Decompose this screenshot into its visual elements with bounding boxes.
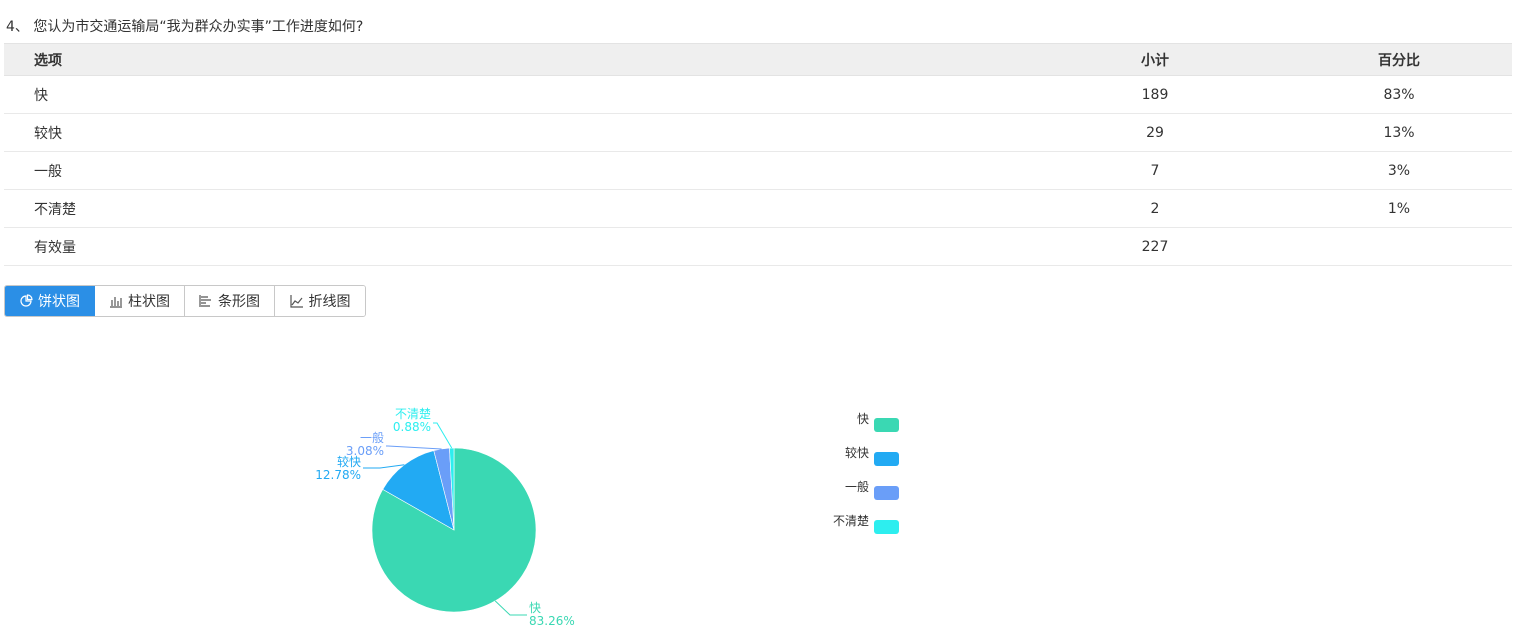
row-count: 189 — [1024, 75, 1286, 114]
row-percent: 13% — [1286, 113, 1512, 152]
row-count: 7 — [1024, 151, 1286, 190]
pie-label-category: 不清楚 — [395, 407, 431, 421]
row-count: 2 — [1024, 189, 1286, 228]
legend-label: 一般 — [845, 479, 869, 494]
pie-label-percent: 12.78% — [315, 468, 361, 482]
pie-slice-2 — [382, 450, 455, 531]
legend-swatch — [874, 486, 899, 500]
tab-bar-chart[interactable]: 柱状图 — [95, 286, 185, 316]
pie-label-percent: 83.26% — [529, 614, 575, 628]
legend-swatch — [874, 418, 899, 432]
tab-label: 柱状图 — [128, 294, 170, 310]
header-count: 小计 — [1024, 43, 1286, 76]
pie-label-percent: 0.88% — [393, 420, 431, 434]
pie-label-line-4 — [433, 422, 453, 449]
row-option: 快 — [4, 75, 1024, 114]
legend-label: 快 — [857, 412, 869, 426]
bar-chart-icon — [109, 294, 123, 308]
tab-label: 折线图 — [308, 294, 351, 310]
table-row: 较快 29 13% — [4, 113, 1512, 152]
tab-horizontal-bar-chart[interactable]: 条形图 — [185, 286, 275, 316]
chart-type-tabs: 饼状图 柱状图 条形图 折线图 — [4, 285, 366, 317]
row-option: 较快 — [4, 113, 1024, 152]
tab-label: 饼状图 — [38, 294, 80, 310]
table-row: 不清楚 2 1% — [4, 189, 1512, 228]
table-row: 快 189 83% — [4, 75, 1512, 114]
legend-item[interactable]: 较快 — [845, 445, 899, 466]
header-percent: 百分比 — [1286, 43, 1512, 76]
table-header-row: 选项 小计 百分比 — [4, 43, 1512, 76]
tab-label: 条形图 — [218, 294, 260, 310]
row-percent — [1286, 227, 1512, 266]
pie-chart-icon — [19, 294, 33, 308]
row-count: 227 — [1024, 227, 1286, 266]
table-row: 一般 7 3% — [4, 151, 1512, 190]
legend-label: 较快 — [845, 445, 869, 460]
legend-label: 不清楚 — [833, 514, 869, 528]
legend-item[interactable]: 不清楚 — [833, 514, 899, 534]
pie-label-category: 快 — [529, 601, 541, 615]
pie-label-category: 较快 — [337, 454, 361, 469]
horizontal-bar-icon — [199, 294, 213, 308]
line-chart-icon — [289, 294, 304, 308]
question-title: 4、 您认为市交通运输局“我为群众办实事”工作进度如何? — [6, 19, 364, 35]
row-count: 29 — [1024, 113, 1286, 152]
pie-label-line-3 — [386, 445, 442, 450]
table-row-total: 有效量 227 — [4, 227, 1512, 266]
legend-swatch — [874, 452, 899, 466]
row-percent: 3% — [1286, 151, 1512, 190]
pie-label-line-2 — [363, 464, 405, 469]
tab-line-chart[interactable]: 折线图 — [275, 286, 365, 316]
row-option: 有效量 — [4, 227, 1024, 266]
pie-slice-4 — [449, 447, 455, 531]
legend-item[interactable]: 快 — [857, 412, 899, 432]
pie-label-percent: 3.08% — [346, 444, 384, 458]
pie-label-line-1 — [494, 600, 527, 616]
header-option: 选项 — [4, 43, 1024, 76]
row-option: 一般 — [4, 151, 1024, 190]
tab-pie-chart[interactable]: 饼状图 — [5, 286, 95, 316]
legend-swatch — [874, 520, 899, 534]
pie-label-category: 一般 — [360, 430, 384, 445]
row-percent: 83% — [1286, 75, 1512, 114]
legend-item[interactable]: 一般 — [845, 479, 899, 500]
row-option: 不清楚 — [4, 189, 1024, 228]
results-table: 选项 小计 百分比 快 189 83% 较快 29 13% 一般 7 3% 不清… — [4, 43, 1512, 266]
row-percent: 1% — [1286, 189, 1512, 228]
